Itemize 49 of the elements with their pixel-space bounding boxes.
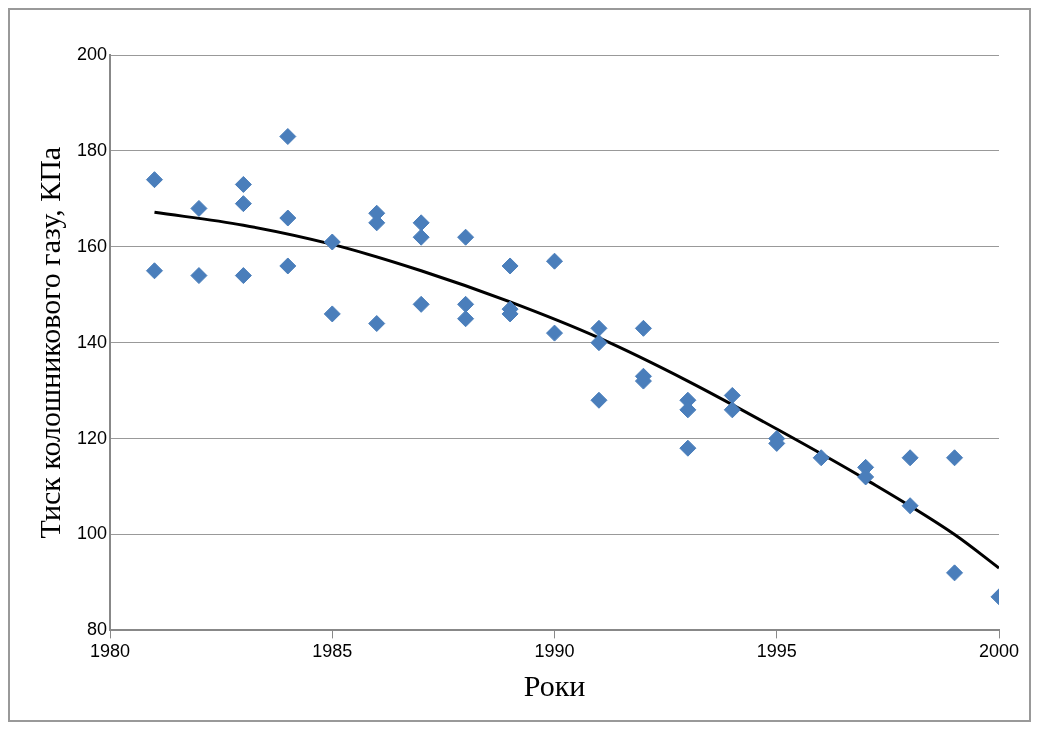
point xyxy=(234,175,252,193)
point xyxy=(234,195,252,213)
point xyxy=(679,439,697,457)
point xyxy=(412,214,430,232)
point xyxy=(590,319,608,337)
y-tick-label: 80 xyxy=(87,619,108,640)
x-axis-title: Роки xyxy=(523,668,586,702)
point xyxy=(145,262,163,280)
point xyxy=(279,209,297,227)
point xyxy=(946,449,964,467)
point xyxy=(412,295,430,313)
point xyxy=(234,267,252,285)
point xyxy=(546,252,564,270)
point xyxy=(190,267,208,285)
point xyxy=(590,391,608,409)
point xyxy=(368,315,386,333)
y-tick-label: 100 xyxy=(76,523,108,544)
y-tick-label: 160 xyxy=(76,235,108,256)
y-tick-label: 120 xyxy=(76,427,108,448)
y-axis-title: Тиск колошникового газу, КПа xyxy=(32,146,66,539)
x-tick-label: 1995 xyxy=(756,641,797,662)
x-tick-label: 1985 xyxy=(312,641,353,662)
x-tick-label: 1980 xyxy=(90,641,131,662)
point xyxy=(279,128,297,146)
x-tick-label: 1990 xyxy=(534,641,575,662)
point xyxy=(323,233,341,251)
x-tick-label: 2000 xyxy=(978,641,1020,662)
point xyxy=(145,171,163,189)
point xyxy=(412,228,430,246)
y-tick-label: 140 xyxy=(76,331,108,352)
point xyxy=(546,324,564,342)
point xyxy=(901,449,919,467)
y-tick-label: 180 xyxy=(76,139,108,160)
point xyxy=(323,305,341,323)
point xyxy=(634,319,652,337)
point xyxy=(457,295,475,313)
point xyxy=(190,199,208,217)
point xyxy=(457,228,475,246)
y-tick-label: 200 xyxy=(76,43,108,64)
point xyxy=(812,449,830,467)
point xyxy=(590,334,608,352)
point xyxy=(946,564,964,582)
point xyxy=(457,310,475,328)
point xyxy=(723,386,741,404)
point xyxy=(723,401,741,419)
line-series xyxy=(152,210,999,570)
point xyxy=(501,257,519,275)
point xyxy=(279,257,297,275)
point xyxy=(901,497,919,515)
